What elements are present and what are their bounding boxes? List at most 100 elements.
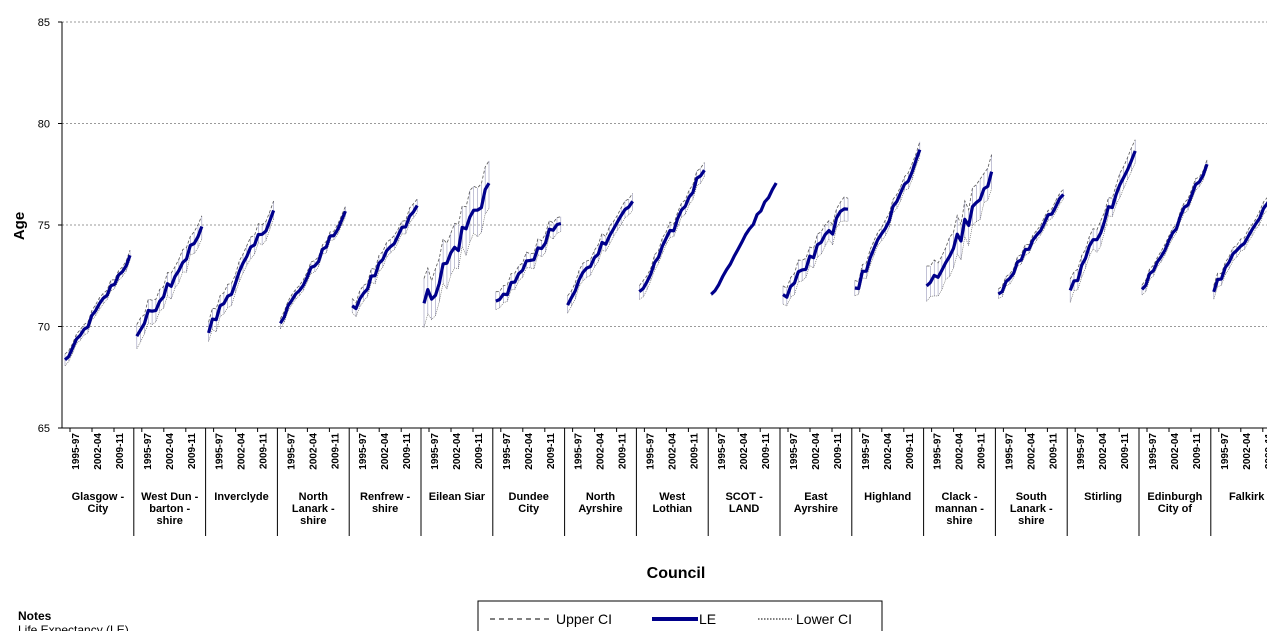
y-axis-label: Age (11, 212, 28, 240)
y-tick-label: 80 (38, 119, 50, 131)
council-label: Edinburgh (1147, 491, 1202, 503)
period-tick-label: 2002-04 (596, 433, 607, 470)
period-tick-label: 1995-97 (1220, 433, 1231, 470)
council-group: 1995-97 2002-04 2009-11 West Dun -barton -s… (141, 428, 207, 536)
lower-ci-line (208, 218, 274, 342)
y-tick-label: 75 (38, 220, 50, 232)
period-tick-label: 1995-97 (502, 433, 513, 470)
council-label: shire (157, 515, 183, 527)
period-tick-label: 2002-04 (524, 433, 535, 470)
period-tick-label: 1995-97 (358, 433, 369, 470)
council-label: North (586, 491, 616, 503)
le-line (63, 254, 132, 361)
council-group: 1995-97 2002-04 2009-11 Highland (859, 428, 925, 536)
period-tick-label: 1995-97 (1004, 433, 1015, 470)
y-tick-label: 70 (38, 322, 50, 334)
period-tick-label: 1995-97 (933, 433, 944, 470)
series-lines (63, 139, 1267, 367)
council-label: Lothian (652, 503, 692, 515)
le-line (925, 171, 994, 288)
period-tick-label: 2009-11 (115, 433, 126, 470)
period-tick-label: 2002-04 (93, 433, 104, 470)
council-label: West (659, 491, 685, 503)
lower-ci-line (998, 198, 1064, 299)
lower-ci-line (926, 188, 992, 302)
council-label: shire (1018, 515, 1044, 527)
period-tick-label: 1995-97 (789, 433, 800, 470)
le-line (1140, 163, 1209, 291)
period-tick-label: 1995-97 (1076, 433, 1087, 470)
lower-ci-line (136, 238, 203, 349)
council-label: barton - (149, 503, 190, 515)
period-tick-label: 2009-11 (546, 433, 557, 470)
le-line (207, 209, 276, 334)
period-tick-label: 2009-11 (905, 433, 916, 470)
period-tick-label: 2009-11 (689, 433, 700, 470)
le-line (782, 207, 849, 299)
upper-ci-line (208, 200, 274, 323)
period-tick-label: 2002-04 (811, 433, 822, 470)
period-tick-label: 2002-04 (739, 433, 750, 470)
le-line (1212, 201, 1267, 293)
period-tick-label: 1995-97 (143, 433, 154, 470)
legend-upper-ci-label: Upper CI (556, 611, 612, 627)
council-label: mannan - (935, 503, 984, 515)
council-group: 1995-97 2002-04 2009-11 Inverclyde (213, 428, 278, 536)
period-tick-label: 2009-11 (761, 433, 772, 470)
period-tick-label: 2009-11 (1120, 433, 1131, 470)
period-tick-label: 1995-97 (71, 433, 82, 470)
le-line (638, 169, 706, 293)
lower-ci-line (567, 210, 633, 314)
legend: Upper CI LE Lower CI (477, 600, 883, 631)
legend-le-label: LE (699, 611, 716, 627)
council-label: Renfrew - (360, 491, 410, 503)
upper-ci-line (639, 162, 705, 286)
lower-ci-line (64, 259, 131, 367)
council-label: Ayrshire (794, 503, 838, 515)
le-line (422, 182, 491, 304)
council-label: SCOT - (725, 491, 763, 503)
upper-ci-line (64, 250, 131, 355)
lower-ci-line (495, 231, 561, 310)
council-label: shire (300, 515, 326, 527)
period-tick-label: 2009-11 (833, 433, 844, 470)
notes-text: Life Expectancy (LE) (18, 623, 129, 631)
upper-ci-line (280, 206, 346, 319)
period-tick-label: 1995-97 (645, 433, 656, 470)
period-tick-label: 2002-04 (308, 433, 319, 470)
le-line (1068, 150, 1137, 291)
le-line (997, 193, 1065, 296)
council-group: 1995-97 2002-04 2009-11 Falkirk (1218, 428, 1267, 503)
period-tick-label: 2009-11 (402, 433, 413, 470)
period-tick-label: 2009-11 (977, 433, 988, 470)
lower-ci-line (854, 157, 921, 297)
upper-ci-line (351, 198, 418, 304)
period-tick-label: 1995-97 (430, 433, 441, 470)
council-label: shire (946, 515, 972, 527)
period-tick-label: 2009-11 (1192, 433, 1203, 470)
period-tick-label: 1995-97 (215, 433, 226, 470)
le-line (135, 225, 204, 338)
period-tick-label: 1995-97 (1148, 433, 1159, 470)
period-tick-label: 2009-11 (330, 433, 341, 470)
ci-band (1141, 159, 1208, 296)
upper-ci-line (854, 141, 921, 283)
le-line (566, 200, 634, 306)
period-tick-label: 2009-11 (1264, 433, 1267, 470)
council-label: Eilean Siar (429, 491, 486, 503)
upper-ci-line (782, 196, 849, 290)
period-tick-label: 1995-97 (861, 433, 872, 470)
gridlines (62, 21, 1267, 327)
upper-ci-line (926, 154, 992, 267)
period-tick-label: 2002-04 (237, 433, 248, 470)
period-tick-label: 2002-04 (955, 433, 966, 470)
le-line (495, 221, 562, 303)
period-tick-label: 2002-04 (1026, 433, 1037, 470)
upper-ci-line (136, 215, 203, 325)
council-label: LAND (729, 503, 760, 515)
